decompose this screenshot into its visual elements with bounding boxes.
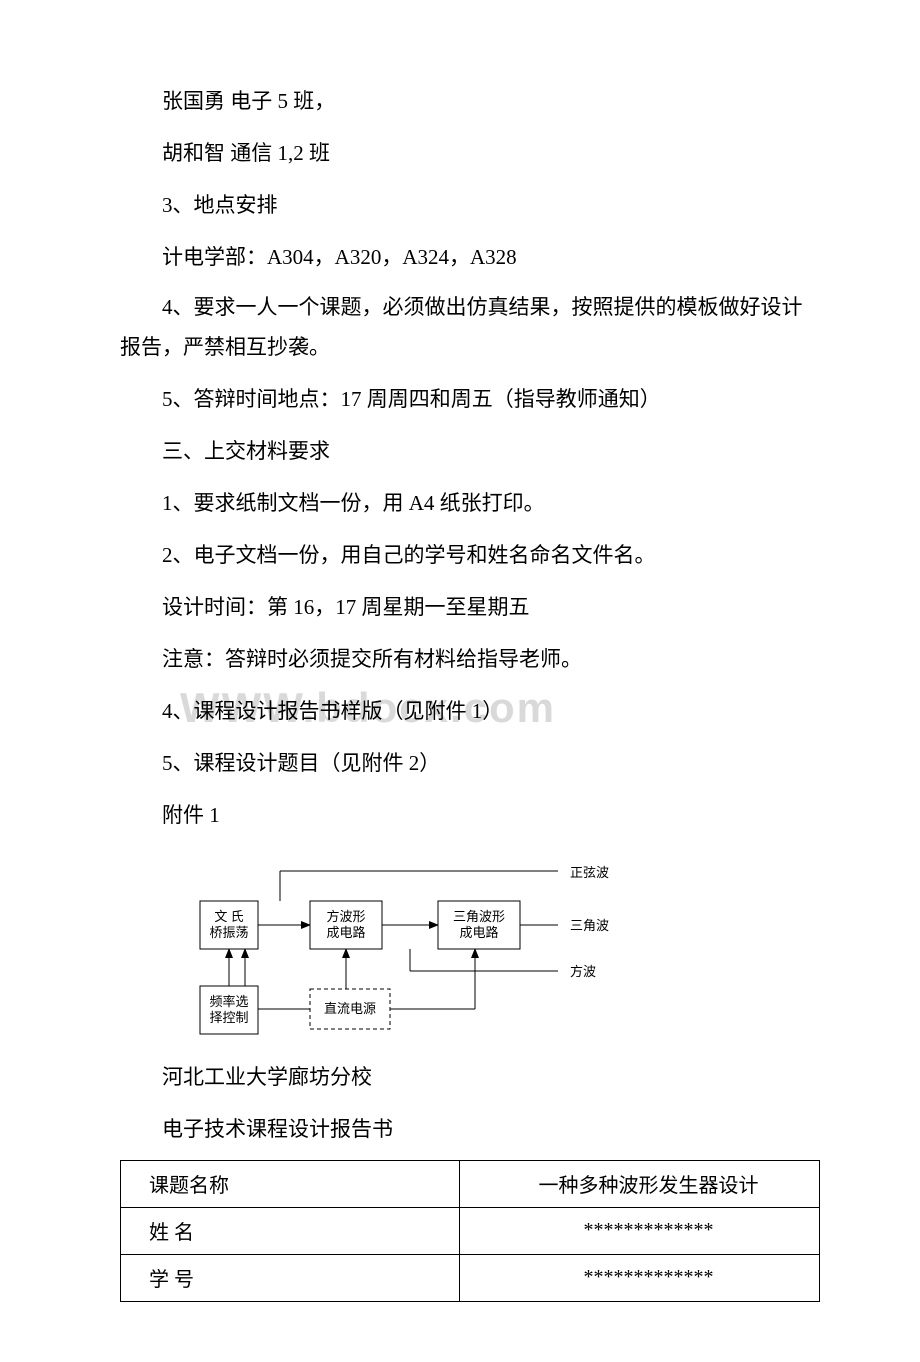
info-table: 课题名称一种多种波形发生器设计姓 名*************学 号******…	[120, 1160, 820, 1302]
para-requirement-5: 5、答辩时间地点：17 周周四和周五（指导教师通知）	[120, 378, 820, 420]
node-label-fangbo-0: 方波形	[326, 909, 365, 924]
para-attach-1-label: 附件 1	[120, 794, 820, 836]
table-value-cell: *************	[460, 1207, 820, 1254]
para-submit-2: 2、电子文档一份，用自己的学号和姓名命名文件名。	[120, 534, 820, 576]
table-value-cell: 一种多种波形发生器设计	[460, 1160, 820, 1207]
node-label-pinlv-1: 择控制	[209, 1010, 248, 1025]
table-row: 课题名称一种多种波形发生器设计	[121, 1160, 820, 1207]
table-value-cell: *************	[460, 1254, 820, 1301]
para-teacher-1: 张国勇 电子 5 班，	[120, 80, 820, 122]
para-location-head: 3、地点安排	[120, 184, 820, 226]
node-label-sanjiao-0: 三角波形	[453, 909, 505, 924]
output-label-1: 三角波	[570, 918, 609, 933]
para-attach-4: 4、课程设计报告书样版（见附件 1）	[120, 690, 820, 732]
node-label-sanjiao-1: 成电路	[459, 925, 498, 940]
table-label-cell: 姓 名	[121, 1207, 460, 1254]
table-row: 姓 名*************	[121, 1207, 820, 1254]
table-label-cell: 课题名称	[121, 1160, 460, 1207]
para-attach-5: 5、课程设计题目（见附件 2）	[120, 742, 820, 784]
node-label-pinlv-0: 频率选	[209, 994, 248, 1009]
para-design-time: 设计时间：第 16，17 周星期一至星期五	[120, 586, 820, 628]
output-label-0: 正弦波	[570, 865, 609, 880]
node-label-dianyuan-0: 直流电源	[324, 1001, 376, 1016]
para-submit-1: 1、要求纸制文档一份，用 A4 纸张打印。	[120, 482, 820, 524]
para-teacher-2: 胡和智 通信 1,2 班	[120, 132, 820, 174]
table-row: 学 号*************	[121, 1254, 820, 1301]
node-label-wenshi-1: 桥振荡	[209, 925, 248, 940]
para-report-title: 电子技术课程设计报告书	[120, 1108, 820, 1150]
output-label-2: 方波	[570, 964, 596, 979]
para-university: 河北工业大学廊坊分校	[120, 1056, 820, 1098]
table-label-cell: 学 号	[121, 1254, 460, 1301]
para-notice: 注意：答辩时必须提交所有材料给指导老师。	[120, 638, 820, 680]
node-label-wenshi-0: 文 氏	[214, 909, 243, 924]
flowchart-diagram: 文 氏桥振荡方波形成电路三角波形成电路频率选择控制直流电源 正弦波三角波方波	[160, 846, 820, 1046]
para-requirement-4: 4、要求一人一个课题，必须做出仿真结果，按照提供的模板做好设计报告，严禁相互抄袭…	[120, 288, 820, 368]
para-section-3: 三、上交材料要求	[120, 430, 820, 472]
node-label-fangbo-1: 成电路	[326, 925, 365, 940]
para-location-rooms: 计电学部：A304，A320，A324，A328	[120, 236, 820, 278]
